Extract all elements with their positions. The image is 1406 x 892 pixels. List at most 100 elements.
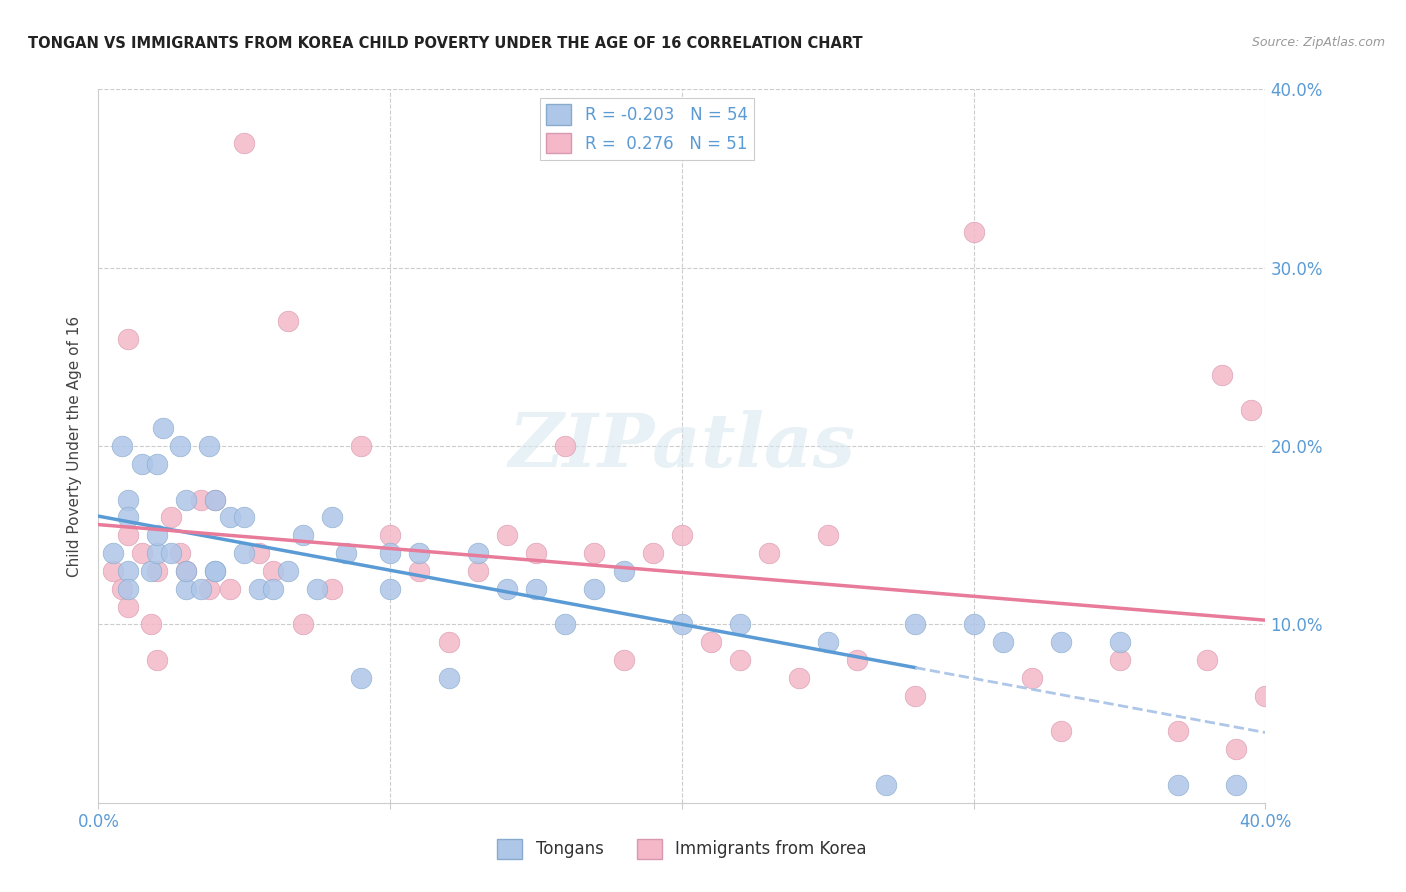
Point [612,564,634,578]
Point [307,582,329,596]
Point [146,528,169,542]
Point [117,528,139,542]
Point [408,564,430,578]
Point [641,546,664,560]
Point [233,136,256,150]
Point [218,582,240,596]
Point [817,635,839,649]
Point [1167,724,1189,739]
Point [728,617,751,632]
Point [524,582,547,596]
Point [139,617,162,632]
Point [1167,778,1189,792]
Y-axis label: Child Poverty Under the Age of 16: Child Poverty Under the Age of 16 [67,316,83,576]
Point [467,546,489,560]
Point [378,528,402,542]
Point [583,582,606,596]
Point [904,617,927,632]
Point [111,439,134,453]
Point [117,492,139,507]
Point [1254,689,1277,703]
Point [111,582,134,596]
Point [146,457,169,471]
Point [174,492,197,507]
Point [291,617,314,632]
Point [350,671,373,685]
Point [233,510,256,524]
Point [554,617,576,632]
Point [495,582,517,596]
Point [1108,635,1130,649]
Point [321,510,343,524]
Point [1108,653,1130,667]
Point [437,635,460,649]
Point [1021,671,1043,685]
Point [962,617,984,632]
Point [204,564,226,578]
Point [262,564,284,578]
Point [198,582,221,596]
Point [1240,403,1263,417]
Point [146,546,169,560]
Point [262,582,284,596]
Point [335,546,357,560]
Point [277,564,299,578]
Point [671,528,693,542]
Point [101,564,124,578]
Point [700,635,723,649]
Point [962,225,984,239]
Point [758,546,780,560]
Point [1225,742,1247,756]
Point [117,599,139,614]
Point [728,653,751,667]
Point [101,546,124,560]
Point [190,492,212,507]
Point [146,564,169,578]
Point [160,546,183,560]
Point [437,671,460,685]
Point [117,582,139,596]
Point [321,582,343,596]
Point [875,778,897,792]
Point [991,635,1014,649]
Point [233,546,256,560]
Point [218,510,240,524]
Point [817,528,839,542]
Point [174,564,197,578]
Point [378,546,402,560]
Point [198,439,221,453]
Point [277,314,299,328]
Text: Source: ZipAtlas.com: Source: ZipAtlas.com [1251,36,1385,49]
Legend: Tongans, Immigrants from Korea: Tongans, Immigrants from Korea [491,832,873,866]
Point [174,564,197,578]
Point [554,439,576,453]
Point [169,546,191,560]
Point [671,617,693,632]
Point [160,510,183,524]
Point [174,582,197,596]
Point [146,653,169,667]
Point [169,439,191,453]
Point [247,546,270,560]
Point [467,564,489,578]
Point [1050,724,1073,739]
Point [1225,778,1247,792]
Point [1050,635,1073,649]
Point [291,528,314,542]
Text: ZIPatlas: ZIPatlas [509,409,855,483]
Point [350,439,373,453]
Point [845,653,868,667]
Point [117,510,139,524]
Point [612,653,634,667]
Point [247,582,270,596]
Point [408,546,430,560]
Point [190,582,212,596]
Point [152,421,174,435]
Point [131,457,153,471]
Point [495,528,517,542]
Point [204,564,226,578]
Point [204,492,226,507]
Point [378,582,402,596]
Point [139,564,162,578]
Point [524,546,547,560]
